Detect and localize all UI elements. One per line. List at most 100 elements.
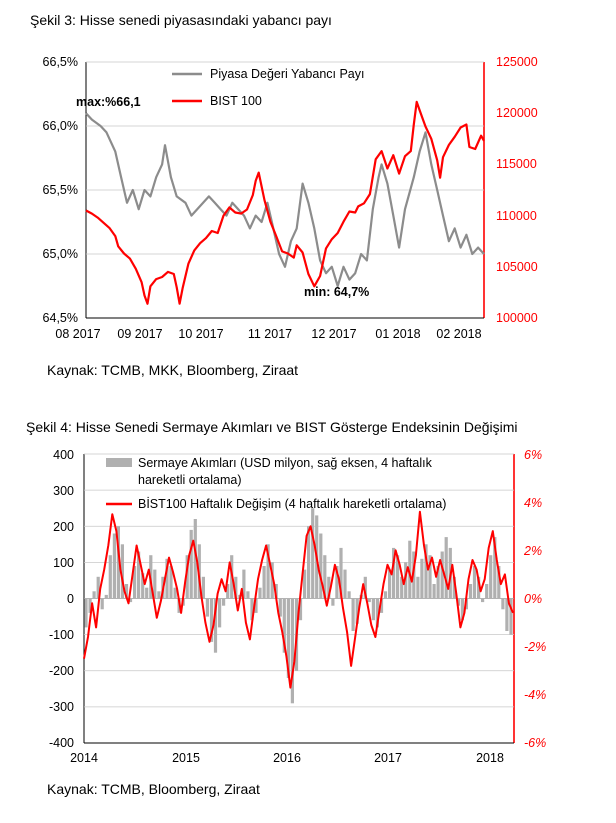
fig4-flow-bar [116, 526, 120, 599]
fig4-flow-bar [157, 591, 161, 599]
fig4-left-ticks: -400 -300 -200 -100 0 100 200 300 400 [49, 448, 74, 750]
fig4-flow-bar [242, 569, 246, 599]
fig4-flow-bar [128, 598, 133, 603]
fig3-legend: Piyasa Değeri Yabancı Payı BIST 100 [172, 67, 365, 108]
fig4-flow-bar [319, 533, 323, 599]
fig4-flow-bar [153, 569, 157, 599]
fig4-ytick-left: -100 [49, 628, 74, 642]
fig3-ytick-left: 64,5% [43, 311, 78, 325]
fig4-flow-bar [112, 533, 116, 599]
fig4-flow-bar [84, 598, 88, 628]
fig4-flow-bar [290, 598, 294, 704]
fig4-flow-bar [201, 576, 205, 599]
fig4-ytick-right: 6% [524, 448, 542, 462]
fig3-xtick: 08 2017 [55, 327, 100, 341]
fig3-xtick: 11 2017 [248, 327, 292, 341]
fig3-legend-label-share: Piyasa Değeri Yabancı Payı [210, 67, 365, 81]
fig4-flow-bar [169, 566, 173, 599]
fig4-xtick: 2015 [172, 751, 200, 765]
fig4-flow-bar [270, 562, 274, 599]
fig4-bist100-weekly-change-line [83, 510, 514, 689]
fig4-flow-bar [432, 584, 436, 599]
fig3-right-ticks: 100000 105000 110000 115000 120000 12500… [496, 55, 538, 325]
fig4-flow-bar [96, 576, 100, 599]
fig4-legend-label-flows-cont: hareketli ortalama) [138, 473, 242, 487]
fig4-flow-bar [226, 584, 230, 599]
fig4-xtick: 2017 [374, 751, 402, 765]
fig3-ytick-right: 115000 [496, 157, 537, 171]
fig4-ytick-left: 0 [67, 592, 74, 606]
fig4-flow-bar [303, 569, 307, 599]
fig4-flow-bar [396, 555, 400, 599]
figure3-caption: Şekil 3: Hisse senedi piyasasındaki yaba… [30, 12, 332, 28]
fig4-flow-bar [489, 555, 493, 599]
fig4-flow-bar [92, 591, 96, 599]
figure4-caption: Şekil 4: Hisse Senedi Sermaye Akımları v… [26, 419, 518, 435]
fig4-flow-bar [189, 529, 193, 599]
fig4-flow-bar [460, 598, 464, 621]
fig4-flow-bar [343, 569, 347, 599]
fig3-ytick-left: 66,0% [43, 119, 78, 133]
fig4-right-ticks: -6% -4% -2% 0% 2% 4% 6% [523, 448, 546, 750]
fig4-flow-bar [497, 566, 501, 599]
fig4-flow-bar [408, 540, 412, 599]
fig4-flow-bar [472, 566, 477, 599]
fig4-flow-bar [88, 598, 92, 613]
figure3-source: Kaynak: TCMB, MKK, Bloomberg, Ziraat [47, 362, 299, 378]
fig4-flow-bar [307, 526, 311, 599]
fig4-ytick-left: -400 [49, 736, 74, 750]
fig4-flow-bar [493, 537, 497, 599]
fig3-left-ticks: 64,5% 65,0% 65,5% 66,0% 66,5% [43, 55, 78, 325]
fig4-flow-bar [367, 598, 371, 603]
fig4-flow-bar [501, 598, 505, 610]
fig4-ytick-left: 400 [53, 448, 74, 462]
fig4-ytick-right: 2% [523, 544, 542, 558]
fig4-legend-swatch-flows [106, 458, 132, 467]
fig4-flow-bar [137, 551, 141, 599]
fig3-ytick-right: 105000 [496, 260, 538, 274]
fig4-ytick-left: -200 [49, 664, 74, 678]
fig3-ytick-right: 125000 [496, 55, 538, 69]
fig4-flow-bar [456, 598, 460, 606]
fig4-flow-bar [104, 594, 108, 599]
fig4-ytick-right: 4% [524, 496, 542, 510]
fig4-flow-bar [165, 558, 169, 599]
fig4-flow-bar [205, 598, 209, 617]
figure3-chart: 64,5% 65,0% 65,5% 66,0% 66,5% 100000 105… [43, 55, 538, 341]
fig4-bars-layer [84, 508, 513, 704]
fig4-ytick-right: 0% [524, 592, 542, 606]
fig4-flow-bar [120, 544, 124, 599]
fig4-flow-bar [298, 598, 303, 621]
fig4-flow-bar [420, 558, 424, 599]
fig4-flow-bar [371, 598, 375, 621]
fig4-flow-bar [246, 591, 250, 599]
fig4-flow-bar [124, 584, 129, 599]
fig4-flow-bar [481, 598, 485, 603]
fig4-flow-bar [404, 562, 408, 599]
fig4-flow-bar [347, 591, 351, 599]
fig4-flow-bar [355, 598, 359, 624]
fig4-legend-label-flows: Sermaye Akımları (USD milyon, sağ eksen,… [138, 456, 433, 470]
fig4-flow-bar [323, 555, 327, 599]
fig4-ytick-left: 200 [53, 520, 74, 534]
fig3-ytick-left: 65,0% [43, 247, 78, 261]
fig4-flow-bar [218, 598, 222, 628]
fig4-flow-bar [258, 587, 262, 599]
fig3-legend-label-bist: BIST 100 [210, 94, 262, 108]
fig3-series-layer [85, 100, 485, 305]
fig4-flow-bar [485, 584, 489, 599]
fig4-ytick-right: -6% [524, 736, 546, 750]
fig4-flow-bar [444, 537, 448, 599]
fig4-flow-bar [416, 576, 420, 599]
fig4-xtick: 2014 [70, 751, 98, 765]
figure4-chart: -400 -300 -200 -100 0 100 200 300 400 -6… [49, 448, 546, 765]
fig4-ytick-left: 100 [53, 556, 74, 570]
fig4-flow-bar [141, 573, 145, 599]
fig3-xtick: 01 2018 [375, 327, 420, 341]
fig4-xtick: 2018 [476, 751, 504, 765]
fig3-x-ticks: 08 2017 09 2017 10 2017 11 2017 12 2017 … [55, 327, 481, 341]
fig4-xtick: 2016 [273, 751, 301, 765]
fig3-xtick: 09 2017 [117, 327, 162, 341]
fig4-legend-label-bist: BİST100 Haftalık Değişim (4 haftalık har… [138, 497, 446, 511]
fig4-flow-bar [250, 598, 254, 621]
